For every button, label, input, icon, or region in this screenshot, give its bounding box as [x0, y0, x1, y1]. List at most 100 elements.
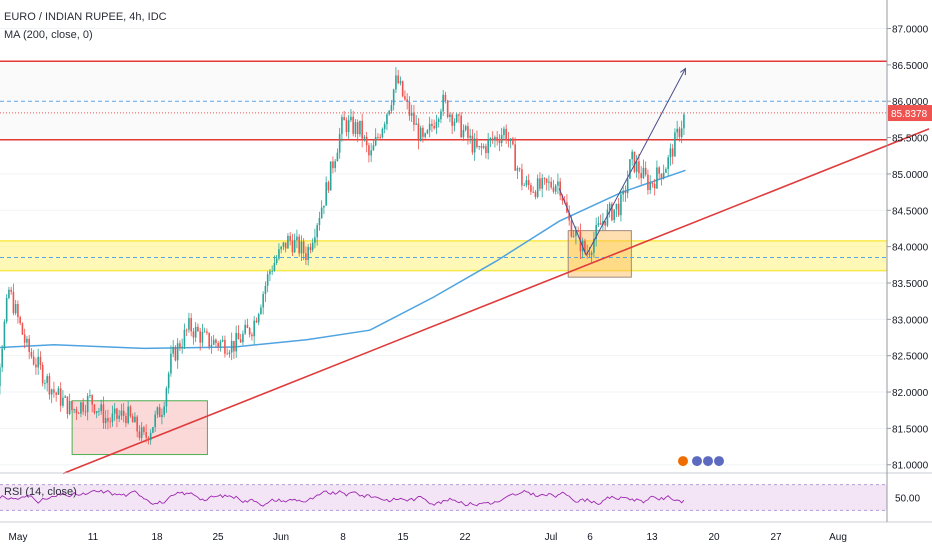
candle-body: [482, 146, 485, 148]
candle-body: [190, 318, 192, 332]
time-tick-label: Aug: [829, 532, 847, 543]
candle-body: [145, 432, 147, 438]
candle-body: [293, 240, 296, 253]
candle-body: [446, 100, 449, 117]
candle-body: [329, 161, 332, 191]
candle-body: [84, 411, 87, 413]
candle-body: [62, 397, 64, 406]
candle-body: [575, 230, 577, 236]
candle-body: [89, 395, 91, 396]
time-tick-label: 6: [587, 532, 593, 543]
price-tick-label: 86.0000: [892, 97, 929, 108]
candle-body: [302, 241, 305, 254]
candle-body: [140, 427, 143, 438]
candle-body: [334, 161, 336, 169]
candles-layer[interactable]: [0, 67, 685, 445]
candle-body: [658, 167, 660, 174]
candle-body: [192, 331, 195, 338]
rsi-pane: [0, 472, 932, 523]
candle-body: [68, 401, 71, 414]
candle-body: [343, 117, 345, 121]
candle-body: [282, 242, 285, 247]
candle-body: [570, 220, 573, 237]
candle-body: [300, 241, 303, 254]
candle-body: [469, 135, 471, 138]
ma-legend[interactable]: MA (200, close, 0): [4, 29, 93, 41]
box-demand-orange: [567, 230, 632, 278]
current-price-tag: [888, 105, 932, 122]
candle-body: [644, 167, 647, 175]
candle-body: [640, 173, 642, 179]
candle-body: [149, 432, 152, 441]
price-tick-label: 83.5000: [892, 279, 929, 290]
time-tick-label: 13: [646, 532, 658, 543]
axes-layer[interactable]: 87.0000 86.5000 86.0000 85.5000 85.0000 84.50…: [9, 0, 932, 543]
events-layer[interactable]: [677, 455, 725, 468]
symbol-title[interactable]: EURO / INDIAN RUPEE, 4h, IDC: [4, 11, 167, 23]
candle-body: [507, 140, 510, 142]
candle-body: [660, 173, 663, 179]
candle-body: [39, 356, 42, 365]
candle-body: [154, 414, 156, 428]
candle-body: [458, 114, 460, 116]
candle-body: [3, 321, 6, 349]
candle-body: [210, 344, 213, 347]
time-tick-label: Jun: [273, 532, 289, 543]
candle-body: [91, 395, 93, 405]
candle-body: [143, 427, 145, 433]
ma-200-line: [0, 169, 686, 350]
candle-body: [440, 111, 442, 120]
event-marker-icon: [713, 455, 725, 468]
candle-body: [77, 413, 80, 414]
candle-body: [676, 128, 678, 133]
candle-body: [354, 122, 357, 134]
candle-body: [476, 138, 478, 147]
candle-body: [455, 114, 458, 122]
time-tick-label: 20: [708, 532, 720, 543]
candle-body: [604, 221, 606, 226]
candle-body: [363, 136, 366, 139]
candle-body: [176, 343, 179, 361]
price-tick-label: 85.5000: [892, 134, 929, 145]
candle-body: [374, 136, 377, 146]
rsi-band: [0, 484, 887, 511]
candle-body: [372, 145, 375, 151]
candle-body: [156, 407, 159, 415]
candle-body: [651, 182, 654, 184]
candle-body: [410, 112, 413, 116]
candle-body: [264, 285, 267, 295]
candle-body: [93, 404, 96, 413]
rsi-legend[interactable]: RSI (14, close): [4, 486, 77, 498]
candle-body: [680, 128, 683, 137]
time-tick-label: 22: [459, 532, 471, 543]
candle-body: [226, 353, 228, 355]
candle-body: [107, 418, 109, 422]
candle-body: [593, 238, 595, 253]
candle-body: [221, 339, 224, 342]
candle-body: [602, 221, 604, 225]
candle-body: [275, 258, 278, 264]
candle-body: [399, 81, 402, 84]
candle-body: [255, 320, 258, 323]
price-tick-label: 84.5000: [892, 206, 929, 217]
candle-body: [503, 128, 505, 136]
candle-body: [325, 182, 327, 206]
candle-body: [453, 121, 456, 126]
candle-body: [597, 223, 600, 226]
candle-body: [588, 253, 591, 255]
candle-body: [352, 116, 354, 134]
candle-body: [296, 236, 298, 241]
candle-body: [480, 146, 483, 148]
candle-body: [431, 123, 433, 127]
trendline-layer: [62, 128, 930, 475]
candle-body: [683, 114, 685, 129]
candle-body: [615, 203, 618, 210]
candle-body: [174, 346, 177, 361]
candle-body: [500, 135, 503, 144]
candle-body: [377, 136, 379, 138]
candle-body: [32, 356, 35, 365]
candle-body: [118, 415, 120, 419]
candle-body: [545, 178, 548, 183]
candle-body: [136, 416, 138, 432]
candle-body: [444, 94, 447, 101]
